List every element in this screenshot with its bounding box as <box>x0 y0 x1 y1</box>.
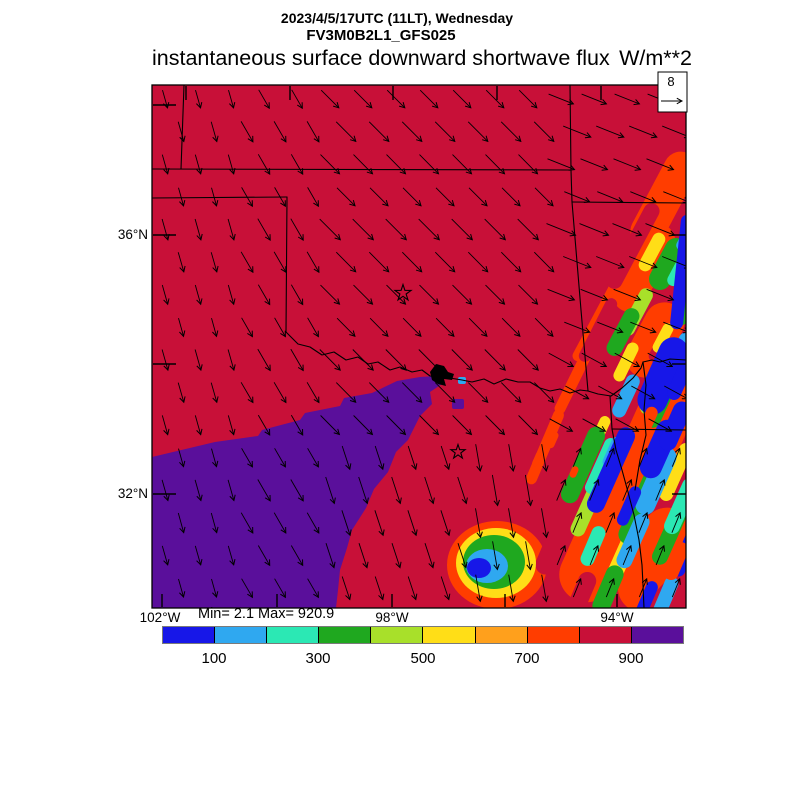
minmax-stats: Min= 2.1 Max= 920.9 <box>198 606 335 622</box>
reference-vector-value: 8 <box>667 74 675 89</box>
star-marker <box>393 282 413 302</box>
lon-label-98w: 98°W <box>375 610 409 625</box>
star-marker <box>449 442 467 460</box>
lat-label-32n: 32°N <box>117 486 148 501</box>
reference-vector-box <box>657 71 688 113</box>
colorbar-segment <box>631 627 683 643</box>
colorbar-segment <box>579 627 632 643</box>
colorbar-segment <box>423 627 476 643</box>
header-model: FV3M0B2L1_GFS025 <box>306 27 456 44</box>
header-datetime: 2023/4/5/17UTC (11LT), Wednesday <box>280 10 514 26</box>
map-frame <box>151 84 687 609</box>
colorbar-label-100: 100 <box>201 650 227 667</box>
lon-label-94w: 94°W <box>600 610 634 625</box>
plot-units: W/m**2 <box>619 46 692 70</box>
plot-title: instantaneous surface downward shortwave… <box>152 46 610 70</box>
colorbar-segment <box>215 627 268 643</box>
colorbar-label-900: 900 <box>618 650 644 667</box>
colorbar-segment <box>163 627 216 643</box>
colorbar-label-500: 500 <box>410 650 436 667</box>
lon-label-102w: 102°W <box>139 610 181 625</box>
colorbar-segment <box>475 627 528 643</box>
colorbar-label-700: 700 <box>514 650 540 667</box>
colorbar-segment <box>527 627 580 643</box>
colorbar-segment <box>319 627 372 643</box>
wind-vectors <box>161 89 686 603</box>
colorbar-segment <box>371 627 424 643</box>
lat-label-36n: 36°N <box>117 227 148 242</box>
colorbar <box>162 626 684 644</box>
colorbar-segment <box>267 627 320 643</box>
colorbar-label-300: 300 <box>305 650 331 667</box>
